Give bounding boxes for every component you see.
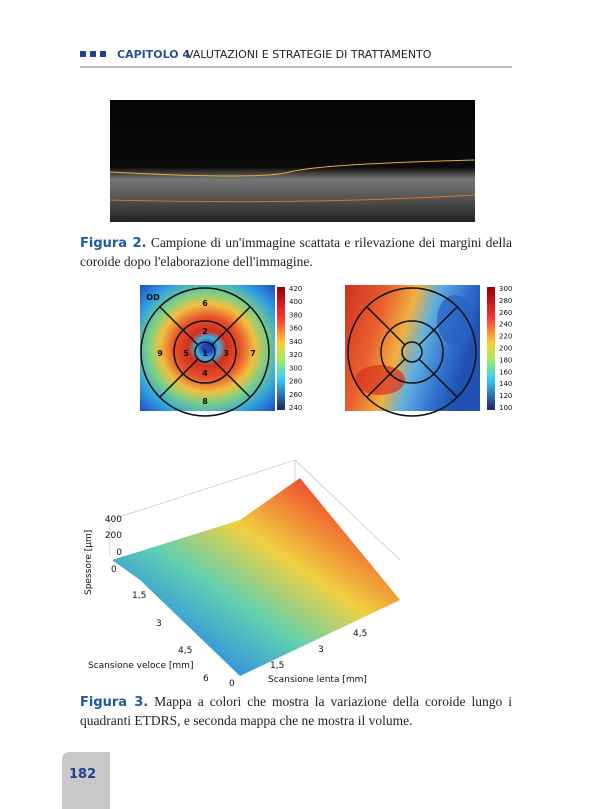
sector-label: 3 — [223, 349, 229, 358]
y-tick: 4,5 — [353, 629, 367, 639]
sector-label: 4 — [202, 369, 208, 378]
colorbar-tick: 100 — [499, 404, 512, 412]
y-label: Scansione lenta [mm] — [268, 675, 367, 685]
eye-label: OD — [146, 293, 160, 302]
colorbar-tick: 280 — [289, 378, 302, 386]
page-number: 182 — [69, 767, 96, 782]
colorbar-tick: 120 — [499, 392, 512, 400]
colorbar-tick: 260 — [499, 309, 512, 317]
colorbar-tick: 360 — [289, 325, 302, 333]
sector-label: 9 — [157, 349, 163, 358]
colorbar-tick: 420 — [289, 285, 302, 293]
caption-text: Campione di un'immagine scattata e rilev… — [80, 235, 512, 269]
caption-label: Figura 3. — [80, 695, 149, 710]
colorbar-tick: 240 — [289, 404, 302, 412]
y-tick: 1,5 — [270, 661, 284, 671]
z-tick: 200 — [105, 531, 122, 541]
colorbar-tick: 140 — [499, 380, 512, 388]
sector-label: 1 — [202, 349, 208, 358]
sector-label: 8 — [202, 397, 208, 406]
chapter-title: VALUTAZIONI E STRATEGIE DI TRATTAMENTO — [186, 48, 432, 61]
colorbar-tick: 200 — [499, 345, 512, 353]
colorbar-tick: 300 — [499, 285, 512, 293]
x-tick: 0 — [111, 565, 117, 575]
x-tick: 6 — [203, 674, 209, 684]
z-tick: 400 — [105, 515, 122, 525]
header: CAPITOLO 4 VALUTAZIONI E STRATEGIE DI TR… — [80, 48, 512, 68]
sector-label: 5 — [183, 349, 189, 358]
sector-label: 7 — [250, 349, 256, 358]
figure-3-caption: Figura 3. Mappa a colori che mostra la v… — [80, 693, 512, 730]
x-tick: 1,5 — [132, 591, 146, 601]
oct-image — [109, 100, 476, 222]
figure-2-caption: Figura 2. Campione di un'immagine scatta… — [80, 234, 512, 271]
x-label: Scansione veloce [mm] — [88, 661, 193, 671]
colorbar-tick: 300 — [289, 364, 302, 372]
x-tick: 4,5 — [178, 646, 192, 656]
etdrs-map-1: OD 6 2 9 5 1 3 7 4 8 420 400 380 360 340 320 3… — [140, 285, 302, 417]
caption-label: Figura 2. — [80, 236, 147, 251]
colorbar-tick: 260 — [289, 391, 302, 399]
etdrs-map-2: 300 280 260 240 220 200 180 160 140 120 100 — [345, 285, 512, 417]
colorbar-tick: 180 — [499, 356, 512, 364]
colorbar-tick: 320 — [289, 351, 302, 359]
page-tab — [62, 752, 110, 809]
colorbar-tick: 340 — [289, 338, 302, 346]
y-tick: 0 — [229, 679, 235, 689]
z-tick: 0 — [116, 548, 122, 558]
chapter: CAPITOLO 4 — [117, 48, 190, 61]
caption-text: Mappa a colori che mostra la variazione … — [80, 694, 512, 728]
sector-label: 6 — [202, 299, 208, 308]
x-tick: 3 — [156, 619, 162, 629]
y-tick: 3 — [318, 645, 324, 655]
z-label: Spessore [µm] — [84, 530, 94, 595]
colorbar-tick: 220 — [499, 333, 512, 341]
surface-plot: 400 200 0 Spessore [µm] 0 1,5 3 4,5 6 Sc… — [84, 459, 401, 689]
sector-label: 2 — [202, 327, 208, 336]
colorbar-tick: 380 — [289, 311, 302, 319]
colorbar-tick: 240 — [499, 321, 512, 329]
colorbar-tick: 160 — [499, 368, 512, 376]
colorbar-tick: 400 — [289, 298, 302, 306]
colorbar-tick: 280 — [499, 297, 512, 305]
